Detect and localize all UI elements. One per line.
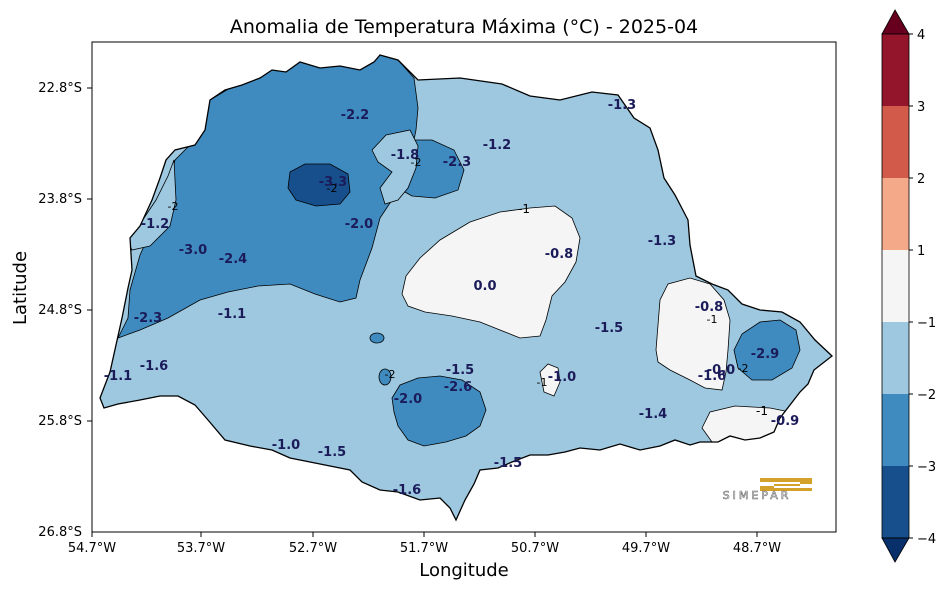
value-label: -2.6 [444,380,472,395]
x-tick-label: 48.7°W [733,541,781,556]
x-tick-label: 52.7°W [289,541,337,556]
x-tick-label: 49.7°W [622,541,670,556]
value-label: -2.4 [219,252,247,267]
simepar-logo: SIMEPAR [722,478,812,502]
anomaly-band-minus1-to-plus1-small [539,363,561,397]
y-tick-label: 23.8°S [38,192,82,207]
value-label: -1.5 [446,363,474,378]
y-tick-label: 26.8°S [38,525,82,540]
value-label: -1.6 [698,369,726,384]
value-label: -2.9 [751,347,779,362]
anomaly-band-minus3-to-minus2-northwest [117,55,419,339]
value-label: -1.5 [595,321,623,336]
value-labels: -2.2 -1.3 -1.8 -2.3 -1.2 -3.3 -1 -1.2 -2… [104,98,799,498]
simepar-logo-text: SIMEPAR [723,489,792,502]
colorbar-tick-label: 4 [917,28,925,43]
contour-label: -1 [707,313,718,326]
colorbar-tick-label: 2 [917,172,925,187]
y-tick-label: 22.8°S [38,81,82,96]
value-label: 0.0 [473,279,496,294]
value-label: -1.6 [393,483,421,498]
anomaly-band-minus3-to-minus2-south [391,375,487,447]
anomaly-band-minus1-to-plus1-east [655,277,731,391]
value-label: -3.3 [319,175,347,190]
colorbar-tick-label: −2 [917,388,936,403]
anomaly-band-minus4-to-minus3 [287,163,351,207]
colorbar-tick-label: −3 [917,460,936,475]
anomaly-band-minus1-to-plus1-center [401,205,581,339]
colorbar-tick-label: 3 [917,100,925,115]
value-label: -0.8 [545,247,573,262]
value-label: -1.5 [318,445,346,460]
colorbar-bin [882,250,909,322]
state-boundary [99,54,833,522]
contour-label: -2 [168,200,179,213]
y-axis-label: Latitude [10,251,31,325]
contour-label: -2 [738,362,749,375]
colorbar-bin [882,34,909,106]
colorbar-bin [882,394,909,466]
colorbar-extend-top [881,9,910,35]
y-axis: 22.8°S 23.8°S 24.8°S 25.8°S 26.8°S Latit… [10,81,92,540]
value-label: -1.8 [391,148,419,163]
value-label: -1 [518,202,530,216]
x-tick-label: 51.7°W [400,541,448,556]
value-label: -1.1 [104,369,132,384]
value-label: -1.6 [140,359,168,374]
value-label: -1.0 [548,370,576,385]
anomaly-band-small-blob-1 [369,332,385,344]
colorbar-bin [882,322,909,394]
value-label: -1.0 [272,438,300,453]
value-label: -1.5 [494,456,522,471]
value-label: -2.3 [134,311,162,326]
value-label: -3.0 [179,243,207,258]
colorbar-tick-label: 1 [917,244,925,259]
value-label: -2.0 [394,392,422,407]
value-label: -1.3 [608,98,636,113]
value-label: -0.8 [695,300,723,315]
map-title: Anomalia de Temperatura Máxima (°C) - 20… [229,16,699,38]
x-tick-label: 54.7°W [68,541,116,556]
colorbar-frame [881,33,910,539]
contour-label: -2 [411,156,422,169]
value-label: -1 [756,404,768,418]
colorbar: 4 3 2 1 −1 −2 −3 −4 [881,9,936,563]
colorbar-tick-label: −1 [917,316,936,331]
colorbar-bin [882,106,909,178]
contour-labels: -2 -2 -2 -2 -1 -1 -2 [168,156,749,389]
anomaly-band-small-blob-2 [378,368,392,386]
value-label: -1.1 [218,307,246,322]
contour-label: -2 [385,368,396,381]
value-label: -2.3 [443,155,471,170]
value-label: -1.3 [648,234,676,249]
y-tick-label: 24.8°S [38,303,82,318]
simepar-logo-mark [760,478,812,491]
anomaly-band-minus3-to-minus2-east [733,319,801,381]
x-axis-label: Longitude [419,560,509,581]
y-tick-label: 25.8°S [38,414,82,429]
x-tick-label: 53.7°W [177,541,225,556]
value-label: -1.4 [639,407,667,422]
x-tick-label: 50.7°W [511,541,559,556]
colorbar-bin [882,466,909,538]
contour-label: -1 [537,376,548,389]
colorbar-tick-label: −4 [917,532,936,547]
contour-label: -2 [327,182,338,195]
colorbar-extend-bottom [881,537,910,563]
value-label: -0.0 [707,363,735,378]
value-label: -0.9 [771,414,799,429]
colorbar-bin [882,178,909,250]
anomaly-band-minus2-to-minus1-lobe [371,129,419,205]
x-axis: 54.7°W 53.7°W 52.7°W 51.7°W 50.7°W 49.7°… [68,532,781,581]
value-label: -1.2 [141,217,169,232]
value-label: -1.2 [483,138,511,153]
value-label: -2.2 [341,108,369,123]
value-label: -2.0 [345,217,373,232]
